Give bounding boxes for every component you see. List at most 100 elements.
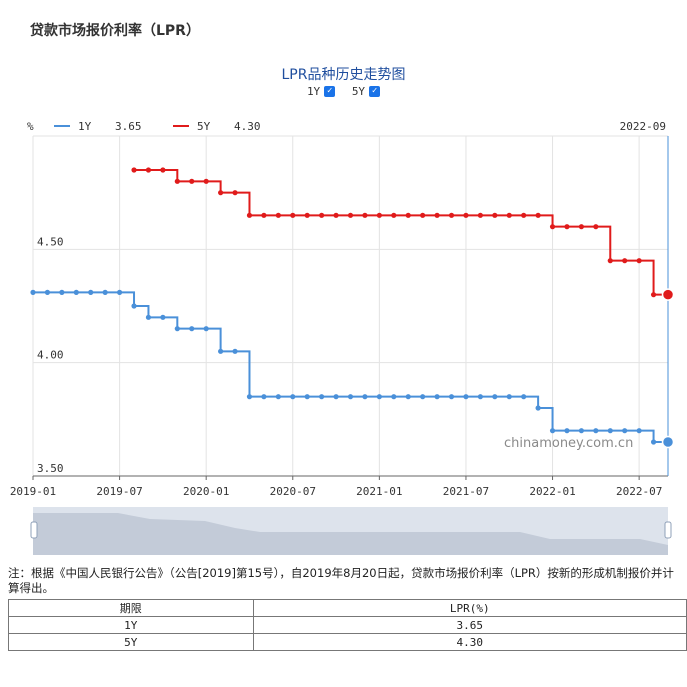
series-5y-point[interactable] [290, 212, 296, 218]
series-1y-point[interactable] [275, 394, 281, 400]
series-5y-point[interactable] [564, 224, 570, 230]
series-1y-point[interactable] [549, 428, 556, 434]
table-row: 1Y 3.65 [8, 616, 687, 634]
series-1y-point[interactable] [347, 394, 354, 400]
series-1y-point[interactable] [145, 314, 152, 320]
series-1y-point[interactable] [506, 394, 512, 400]
series-1y-point[interactable] [477, 394, 483, 400]
series-5y-point[interactable] [578, 224, 585, 230]
series-5y-point[interactable] [650, 292, 657, 298]
toggle-1y-label: 1Y [306, 85, 321, 98]
series-1y-point[interactable] [434, 394, 440, 400]
series-5y-point[interactable] [218, 190, 224, 196]
series-5y-point[interactable] [448, 212, 455, 218]
series-1y-point[interactable] [44, 289, 51, 295]
series-1y-point[interactable] [30, 289, 36, 295]
series-1y-point[interactable] [405, 394, 411, 400]
series-1y-point[interactable] [593, 428, 599, 434]
series-1y-point[interactable] [622, 428, 628, 434]
series-1y-point[interactable] [376, 394, 382, 400]
series-5y-point[interactable] [333, 212, 339, 218]
series-1y-point[interactable] [73, 289, 79, 295]
series-5y-point[interactable] [261, 212, 267, 218]
series-1y-point[interactable] [420, 394, 426, 400]
series-1y-point[interactable] [290, 394, 296, 400]
series-5y-point[interactable] [131, 167, 137, 173]
series-1y-point[interactable] [102, 289, 108, 295]
table-cell-term: 5Y [8, 633, 254, 651]
series-1y-point[interactable] [636, 428, 642, 434]
series-5y-point[interactable] [463, 212, 469, 218]
series-5y-point[interactable] [174, 178, 180, 184]
series-5y-point[interactable] [160, 167, 166, 173]
series-5y-point[interactable] [506, 212, 512, 218]
series-1y-point[interactable] [564, 428, 570, 434]
series-toggles: 1Y ✓ 5Y ✓ [0, 85, 687, 98]
range-slider[interactable] [30, 507, 672, 555]
series-5y-point[interactable] [275, 212, 281, 218]
series-5y-point[interactable] [636, 258, 642, 264]
series-1y-point[interactable] [88, 289, 94, 295]
checkbox-1y[interactable]: ✓ [324, 86, 336, 97]
series-5y-point[interactable] [246, 212, 253, 218]
toggle-5y[interactable]: 5Y ✓ [352, 85, 381, 98]
series-1y-point[interactable] [521, 394, 527, 400]
x-tick-label: 2022-01 [529, 485, 575, 498]
series-5y-point[interactable] [607, 258, 613, 264]
series-1y-point[interactable] [535, 405, 541, 411]
toggle-1y[interactable]: 1Y ✓ [306, 85, 336, 98]
series-1y-point[interactable] [304, 394, 310, 400]
series-5y-point[interactable] [203, 178, 209, 184]
series-5y-point[interactable] [549, 224, 556, 230]
series-5y-point[interactable] [521, 212, 527, 218]
series-1y-point[interactable] [203, 326, 209, 332]
table-header-row: 期限 LPR(%) [8, 599, 687, 617]
page-title: 贷款市场报价利率（LPR） [30, 23, 200, 39]
series-5y-point[interactable] [405, 212, 411, 218]
series-1y-point[interactable] [362, 394, 368, 400]
series-1y-point[interactable] [463, 394, 469, 400]
series-1y-point[interactable] [246, 394, 253, 400]
series-1y-point[interactable] [578, 428, 585, 434]
series-1y-point[interactable] [333, 394, 339, 400]
series-5y-point[interactable] [477, 212, 483, 218]
series-5y-point[interactable] [362, 212, 368, 218]
watermark: chinamoney.com.cn [504, 436, 633, 451]
series-1y-point[interactable] [391, 394, 397, 400]
series-1y-point[interactable] [59, 289, 65, 295]
series-1y-point[interactable] [261, 394, 267, 400]
series-1y-point[interactable] [492, 394, 498, 400]
series-5y-point[interactable] [492, 212, 498, 218]
checkbox-5y[interactable]: ✓ [369, 86, 381, 97]
series-1y-current-point[interactable] [661, 435, 675, 449]
series-5y-point[interactable] [391, 212, 397, 218]
series-5y-point[interactable] [376, 212, 382, 218]
series-5y-point[interactable] [420, 212, 426, 218]
series-1y-point[interactable] [650, 439, 657, 445]
series-1y-point[interactable] [174, 326, 180, 332]
range-handle-left[interactable] [30, 521, 38, 539]
series-5y-point[interactable] [593, 224, 599, 230]
series-5y-point[interactable] [434, 212, 440, 218]
series-5y-point[interactable] [347, 212, 354, 218]
series-1y-point[interactable] [160, 314, 166, 320]
series-5y-point[interactable] [145, 167, 152, 173]
series-1y-point[interactable] [218, 348, 224, 354]
legend-5y-value: 4.30 [234, 120, 261, 133]
series-5y-point[interactable] [189, 178, 195, 184]
series-1y-point[interactable] [189, 326, 195, 332]
x-tick-label: 2021-01 [356, 485, 402, 498]
series-1y-point[interactable] [607, 428, 613, 434]
series-5y-point[interactable] [622, 258, 628, 264]
series-1y-point[interactable] [116, 289, 123, 295]
series-1y-point[interactable] [319, 394, 325, 400]
series-5y-current-point[interactable] [661, 288, 675, 301]
series-1y-point[interactable] [131, 303, 137, 309]
series-1y-point[interactable] [448, 394, 455, 400]
series-5y-point[interactable] [319, 212, 325, 218]
series-5y-point[interactable] [535, 212, 541, 218]
series-1y-point[interactable] [232, 348, 238, 354]
series-5y-point[interactable] [232, 190, 238, 196]
series-5y-point[interactable] [304, 212, 310, 218]
range-handle-right[interactable] [664, 521, 672, 539]
